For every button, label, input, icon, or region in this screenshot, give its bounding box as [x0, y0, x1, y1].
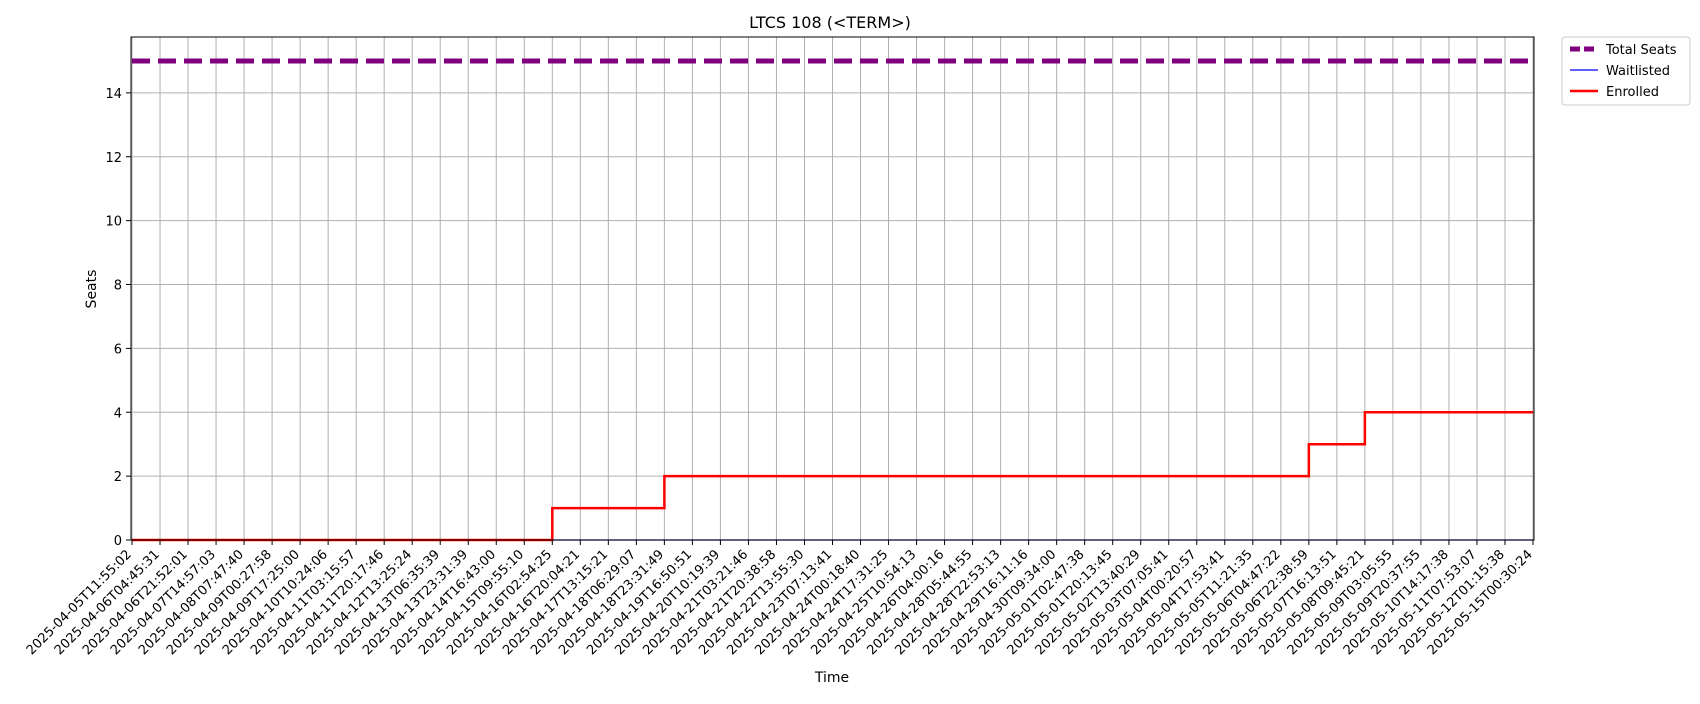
y-tick-label: 4	[114, 406, 122, 421]
legend-box	[1561, 36, 1691, 106]
x-axis-label: Time	[814, 670, 849, 686]
legend: Total Seats Waitlisted Enrolled	[1561, 36, 1691, 106]
y-tick-label: 6	[114, 342, 122, 357]
y-tick-label: 14	[105, 87, 122, 102]
legend-label: Total Seats	[1605, 43, 1677, 58]
legend-label: Waitlisted	[1606, 64, 1670, 79]
y-tick-label: 0	[114, 534, 122, 549]
y-tick-label: 12	[105, 151, 122, 166]
y-axis: 0 2 4 6 8 10 12 14	[105, 87, 131, 549]
x-axis: 2025-04-05T11:55:022025-04-06T04:45:3120…	[24, 540, 1536, 658]
y-tick-label: 2	[114, 470, 122, 485]
chart-title: LTCS 108 (<TERM>)	[749, 13, 911, 32]
y-tick-label: 10	[105, 215, 122, 230]
y-tick-label: 8	[114, 279, 122, 294]
grid	[131, 37, 1534, 541]
legend-label: Enrolled	[1606, 85, 1659, 100]
y-axis-label: Seats	[84, 270, 100, 309]
